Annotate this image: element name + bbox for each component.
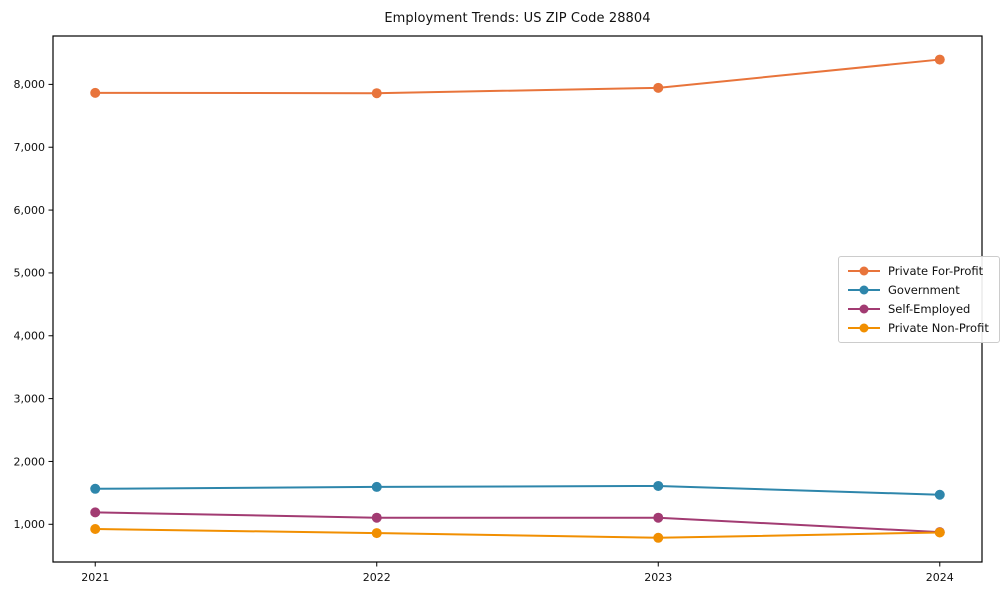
data-point-marker [371,88,382,99]
series-line-self-employed [94,511,941,534]
y-axis-tick-label: 2,000 [14,455,46,468]
data-point-marker [653,512,664,523]
data-point-marker [371,528,382,539]
y-axis-tick-label: 6,000 [14,204,46,217]
y-axis-tick-label: 7,000 [14,141,46,154]
data-point-marker [653,532,664,543]
series-line-private-non-profit [94,528,941,539]
x-axis-tick-label: 2024 [926,571,954,584]
y-axis-tick-label: 5,000 [14,267,46,280]
legend-item-private-non-profit: Private Non-Profit [847,321,989,335]
data-point-marker [90,507,101,518]
legend-label: Self-Employed [888,302,971,316]
data-point-marker [653,480,664,491]
y-axis-tick-label: 8,000 [14,78,46,91]
x-axis-tick-label: 2022 [363,571,391,584]
legend-item-government: Government [847,283,989,297]
legend-label: Government [888,283,960,297]
y-axis-tick-label: 1,000 [14,518,46,531]
legend-line-marker-icon [848,285,880,295]
legend: Private For-Profit Government Self-Employe… [838,256,1000,343]
series-line-private-for-profit [94,58,941,95]
data-point-marker [653,82,664,93]
chart-title: Employment Trends: US ZIP Code 28804 [384,11,651,26]
data-point-marker [934,489,945,500]
legend-label: Private Non-Profit [888,321,989,335]
legend-item-private-for-profit: Private For-Profit [847,264,989,278]
data-point-marker [90,483,101,494]
x-axis-tick-label: 2021 [81,571,109,584]
data-point-marker [934,54,945,65]
series-line-government [94,484,941,496]
legend-line-marker-icon [848,304,880,314]
data-point-marker [90,524,101,535]
legend-item-self-employed: Self-Employed [847,302,989,316]
data-point-marker [934,527,945,538]
y-axis-tick-label: 3,000 [14,392,46,405]
data-point-marker [371,481,382,492]
data-point-marker [90,87,101,98]
y-axis-tick-label: 4,000 [14,330,46,343]
legend-line-marker-icon [848,266,880,276]
legend-label: Private For-Profit [888,264,984,278]
data-point-marker [371,512,382,523]
legend-line-marker-icon [848,323,880,333]
x-axis-tick-label: 2023 [644,571,672,584]
